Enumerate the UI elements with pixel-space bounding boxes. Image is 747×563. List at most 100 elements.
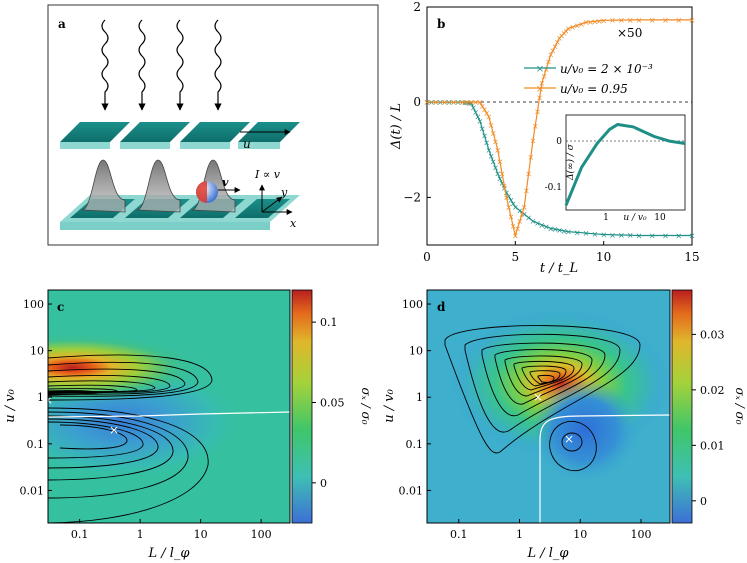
b-ytick-label: −2 [403, 190, 421, 204]
v-label: v [222, 176, 229, 189]
heatmap-ytick-label: 0.1 [27, 438, 45, 451]
series-marker-2: × [508, 212, 515, 221]
series-marker-1: × [574, 228, 581, 237]
series-marker-2: × [503, 193, 510, 202]
x50-label: ×50 [617, 26, 642, 40]
b-xtick-label: 0 [423, 250, 431, 264]
series-marker-2: × [547, 51, 554, 60]
panel-a-label: a [58, 17, 66, 31]
heatmap-ytick-label: 0.1 [406, 438, 424, 451]
series-marker-2: × [618, 16, 625, 25]
series-marker-2: × [578, 20, 585, 29]
series-marker-2: × [662, 16, 669, 25]
series-marker-2: × [627, 16, 634, 25]
inset-xlabel: u / v₀ [623, 213, 647, 223]
inset-tick-0: 0 [556, 137, 562, 147]
series-marker-2: × [569, 23, 576, 32]
series-marker-2: × [459, 98, 466, 107]
series-marker-2: × [534, 108, 541, 117]
series-marker-1: × [662, 231, 669, 240]
series-marker-2: × [481, 105, 488, 114]
series-marker-1: × [530, 217, 537, 226]
series-marker-2: × [485, 112, 492, 121]
series-marker-2: × [609, 16, 616, 25]
panel-d-ticks: 0.1 1 10 100 100 10 1 0.1 0.01 [399, 298, 652, 541]
series-marker-2: × [463, 98, 470, 107]
series-marker-2: × [591, 17, 598, 26]
heatmap-ytick-label: 100 [402, 298, 423, 311]
min-marker-c: × [109, 423, 119, 437]
light-rays [101, 19, 222, 111]
series-marker-2: × [525, 170, 532, 179]
series-marker-2: × [541, 72, 548, 81]
series-marker-2: × [554, 38, 561, 47]
series-marker-2: × [545, 58, 552, 67]
heatmap-xtick-label: 10 [573, 528, 587, 541]
series-marker-2: × [477, 98, 484, 107]
series-marker-2: × [538, 79, 545, 88]
series-marker-1: × [534, 219, 541, 228]
series-marker-1: × [556, 226, 563, 235]
series-line-2 [427, 19, 692, 238]
series-marker-1: × [627, 231, 634, 240]
colorbar-d-ticks: 0.03 0.02 0.01 0 [692, 328, 725, 508]
panel-d: × × d 0.1 1 10 100 100 10 1 0.1 0.01 L / l_φ u /… [382, 289, 747, 561]
series-marker-1: × [463, 99, 470, 108]
series-marker-2: × [494, 146, 501, 155]
colorbar-d [671, 289, 693, 524]
series-marker-2: × [543, 65, 550, 74]
heatmap-ytick-label: 0.01 [399, 484, 424, 497]
series-marker-2: × [558, 32, 565, 41]
inset-curve [564, 122, 686, 206]
series-marker-1: × [497, 174, 504, 183]
series-marker-1: × [505, 192, 512, 201]
panel-d-frame [426, 289, 671, 524]
series-marker-2: × [649, 16, 656, 25]
series-marker-1: × [492, 164, 499, 173]
wavy-arrow-4 [214, 19, 222, 111]
b-xtick-label: 5 [512, 250, 520, 264]
series-marker-2: × [600, 16, 607, 25]
colorbar-c-label: σₓ / σ₀ [359, 387, 373, 424]
series-marker-2: × [689, 16, 696, 25]
colorbar-tick-label: 0.02 [700, 384, 725, 397]
series-marker-1: × [561, 227, 568, 236]
series-marker-1: × [468, 99, 475, 108]
panel-b-legend: × u/v₀ = 2 × 10⁻³ × u/v₀ = 0.95 [524, 62, 653, 96]
series-marker-1: × [472, 108, 479, 117]
heatmap-ytick-label: 100 [23, 298, 44, 311]
panel-d-xlabel: L / l_φ [526, 546, 569, 561]
panel-b-label: b [437, 17, 445, 31]
series-marker-2: × [505, 203, 512, 212]
series-marker-2: × [483, 109, 490, 118]
b-xtick-label: 10 [596, 250, 611, 264]
series-marker-2: × [512, 231, 519, 240]
axis-y-label: y [280, 186, 288, 199]
series-marker-2: × [519, 210, 526, 219]
legend-entry-2: u/v₀ = 0.95 [560, 82, 628, 96]
panel-b-series: ××××××××××××××××××××××××××××××××××××××××… [424, 16, 696, 241]
colorbar-tick-label: 0.05 [320, 396, 345, 409]
colorbar-tick-label: 0.03 [700, 328, 725, 341]
series-marker-1: × [649, 231, 656, 240]
heatmap-xtick-label: 100 [251, 528, 272, 541]
panel-d-label: d [437, 300, 446, 314]
series-marker-1: × [479, 124, 486, 133]
heatmap-xtick-label: 100 [631, 528, 652, 541]
series-marker-1: × [470, 104, 477, 113]
legend-entry-1: u/v₀ = 2 × 10⁻³ [560, 62, 653, 76]
axes-glyph [259, 184, 293, 215]
series-marker-2: × [587, 18, 594, 27]
panel-c-frame [47, 289, 291, 524]
series-marker-2: × [552, 42, 559, 51]
inset-ylabel: Δ(∞) / σ [565, 143, 576, 181]
colorbar-c-ticks: 0.1 0.05 0 [312, 316, 345, 490]
series-marker-2: × [532, 122, 539, 131]
series-marker-1: × [591, 230, 598, 239]
series-marker-2: × [561, 29, 568, 38]
series-marker-2: × [565, 24, 572, 33]
colorbar-tick-label: 0 [700, 495, 707, 508]
series-marker-1: × [689, 231, 696, 240]
series-marker-1: × [538, 221, 545, 230]
